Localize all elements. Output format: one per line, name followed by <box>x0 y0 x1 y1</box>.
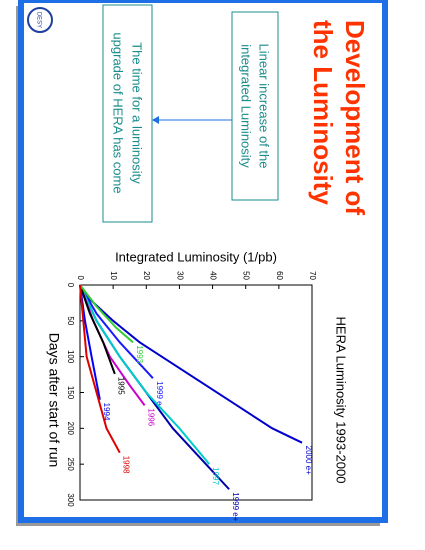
y-label: Integrated Luminosity (1/pb) <box>115 249 277 264</box>
x-tick-label: 300 <box>66 493 75 507</box>
box-text: The time for a luminosity <box>130 42 145 184</box>
y-tick-label: 20 <box>142 271 151 280</box>
series-label: 1996 <box>147 408 156 426</box>
y-tick-label: 60 <box>275 271 284 280</box>
series-line <box>79 284 211 465</box>
x-label: Days after start of run <box>46 333 62 468</box>
series-line <box>79 284 121 454</box>
y-tick-label: 0 <box>76 276 85 281</box>
logo <box>27 7 53 33</box>
y-tick-label: 30 <box>175 271 184 280</box>
x-tick-label: 150 <box>66 386 75 400</box>
series-label: 1995 <box>117 377 126 395</box>
box-text: upgrade of HERA has come <box>111 32 126 193</box>
chart-title: HERA Luminosity 1993-2000 <box>334 317 349 484</box>
series-label: 1997 <box>211 467 220 485</box>
series-label: 2000 e+ <box>304 446 313 475</box>
title: the Luminosity <box>308 20 338 205</box>
series-line <box>79 284 116 375</box>
title: Development of <box>340 20 370 215</box>
x-tick-label: 250 <box>66 457 75 471</box>
series-label: 1999 e+ <box>231 492 240 521</box>
x-tick-label: 100 <box>66 350 75 364</box>
y-tick-label: 40 <box>208 271 217 280</box>
y-tick-label: 10 <box>109 271 118 280</box>
box-text: Linear increase of the <box>257 43 272 168</box>
y-tick-label: 50 <box>242 271 251 280</box>
y-tick-label: 70 <box>308 271 317 280</box>
series-line <box>79 284 154 379</box>
x-tick-label: 200 <box>66 422 75 436</box>
series-label: 1999 e- <box>155 381 164 408</box>
arrow-head <box>152 116 159 124</box>
x-tick-label: 0 <box>66 283 75 288</box>
box <box>231 11 279 201</box>
series-label: 1994 <box>102 403 111 421</box>
x-tick-label: 50 <box>66 316 75 325</box>
series-line <box>79 284 134 344</box>
logo-text: DESY <box>35 12 41 28</box>
slide-content: DESY Development of the Luminosity Linea… <box>16 0 388 526</box>
box-text: integrated Luminosity <box>239 44 254 168</box>
box <box>102 4 153 223</box>
series-label: 1993 <box>135 345 144 363</box>
series-label: 1998 <box>122 456 131 474</box>
